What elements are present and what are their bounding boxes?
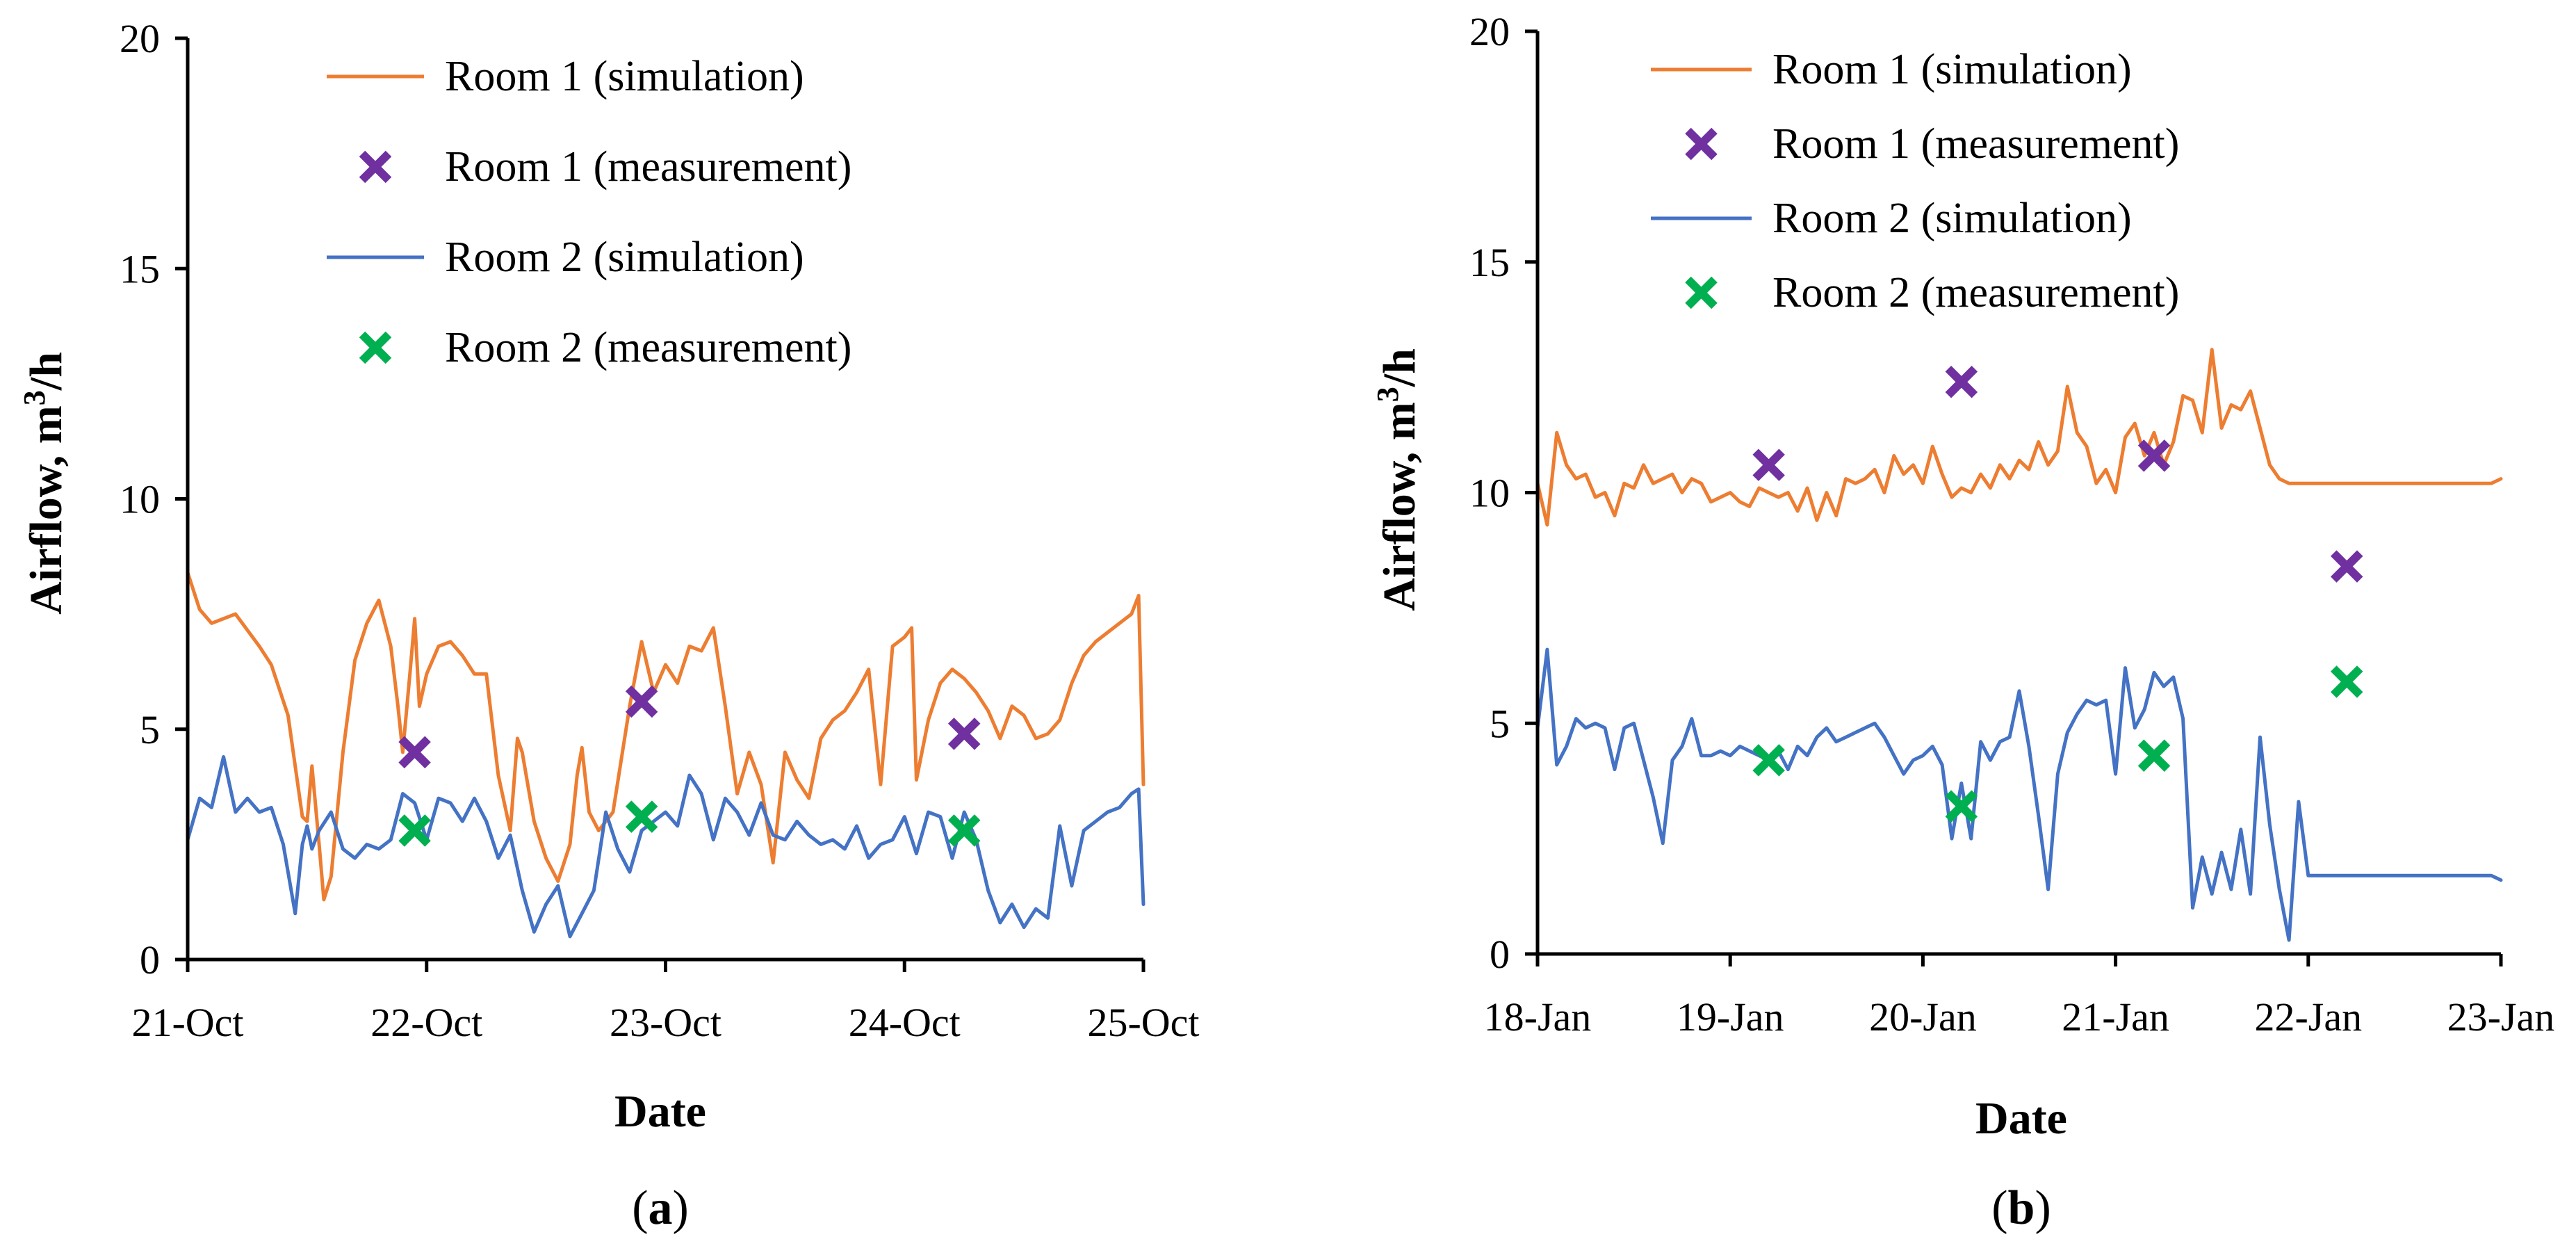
y-tick-label: 20 xyxy=(1469,9,1510,54)
y-axis-title-a: Airflow, m3/h xyxy=(17,352,72,615)
marker-room-2-measurement xyxy=(1945,790,1978,823)
chart-panel-a: 0 5 10 15 20 21-Oct 22-Oct 23-Oct 24-Oct 25-Oct D… xyxy=(17,16,1200,1235)
marker-room-1-measurement xyxy=(398,736,431,769)
y-axis-title-main: Airflow, m xyxy=(1374,402,1425,611)
legend-a: Room 1 (simulation) Room 1 (measurement) R… xyxy=(327,53,851,371)
x-tick-label: 19-Jan xyxy=(1677,994,1784,1039)
series-line-room-1-simulation xyxy=(1535,348,2503,527)
legend-label: Room 2 (measurement) xyxy=(1772,269,2179,316)
caption-letter: a xyxy=(649,1181,673,1235)
legend-swatch-marker xyxy=(1685,127,1718,161)
y-tick-label: 0 xyxy=(140,937,160,982)
legend-label: Room 1 (measurement) xyxy=(445,143,851,191)
caption-a: (a) xyxy=(632,1181,689,1235)
x-tick-label: 24-Oct xyxy=(849,1000,961,1045)
y-tick-label: 10 xyxy=(120,477,160,522)
marker-room-2-measurement xyxy=(625,800,658,833)
chart-panel-b: 0 5 10 15 20 18-Jan 19-Jan 20-Jan 21-Jan 22-Jan 23… xyxy=(1371,9,2555,1235)
legend-label: Room 1 (simulation) xyxy=(445,53,804,100)
series-layer-b xyxy=(1535,348,2503,942)
x-tick-label: 22-Oct xyxy=(370,1000,482,1045)
caption-paren-close: ) xyxy=(2035,1181,2051,1235)
legend-label: Room 2 (simulation) xyxy=(445,234,804,281)
y-tick-label: 0 xyxy=(1490,932,1510,977)
y-tick-label: 5 xyxy=(1490,701,1510,746)
series-line-room-1-simulation xyxy=(186,571,1146,902)
x-tick-label: 20-Jan xyxy=(1869,994,1977,1039)
x-tick-label: 21-Oct xyxy=(131,1000,243,1045)
y-axis-title-tail: /h xyxy=(21,352,72,391)
y-axis-title-tail: /h xyxy=(1374,348,1425,387)
caption-paren-close: ) xyxy=(673,1181,689,1235)
series-line-room-2-simulation xyxy=(186,755,1146,939)
y-axis-title-sup: 3 xyxy=(1371,387,1405,402)
y-axis-title-b: Airflow, m3/h xyxy=(1371,348,1426,611)
x-tick-label: 23-Oct xyxy=(610,1000,722,1045)
y-tick-label: 15 xyxy=(120,246,160,291)
x-axis-title-b: Date xyxy=(1975,1093,2067,1144)
marker-room-1-measurement xyxy=(2137,439,2171,472)
x-tick-label: 21-Jan xyxy=(2062,994,2169,1039)
legend-swatch-marker xyxy=(359,150,392,184)
y-tick-label: 10 xyxy=(1469,471,1510,516)
legend-swatch-marker xyxy=(359,331,392,364)
marker-room-2-measurement xyxy=(1752,744,1785,777)
caption-letter: b xyxy=(2008,1181,2035,1235)
marker-room-1-measurement xyxy=(625,685,658,718)
caption-paren-open: ( xyxy=(1991,1181,2007,1235)
legend-label: Room 2 (measurement) xyxy=(445,324,851,371)
x-tick-label: 23-Jan xyxy=(2447,994,2555,1039)
marker-room-1-measurement xyxy=(1752,448,1785,481)
y-tick-label: 5 xyxy=(140,707,160,752)
x-tick-label: 18-Jan xyxy=(1484,994,1592,1039)
legend-item: Room 1 (measurement) xyxy=(359,143,851,191)
caption-b: (b) xyxy=(1991,1181,2051,1235)
series-line-room-2-simulation xyxy=(1535,647,2503,942)
legend-label: Room 1 (measurement) xyxy=(1772,120,2179,168)
legend-item: Room 2 (simulation) xyxy=(1651,195,2132,242)
legend-item: Room 2 (measurement) xyxy=(359,324,851,371)
y-tick-label: 20 xyxy=(120,16,160,61)
marker-room-2-measurement xyxy=(398,814,431,847)
series-layer-a xyxy=(186,571,1146,939)
x-axis-title-a: Date xyxy=(614,1086,706,1137)
legend-item: Room 1 (simulation) xyxy=(327,53,804,100)
caption-paren-open: ( xyxy=(632,1181,648,1235)
marker-room-2-measurement xyxy=(2137,739,2171,772)
marker-room-2-measurement xyxy=(947,814,981,847)
legend-item: Room 1 (simulation) xyxy=(1651,46,2132,93)
legend-item: Room 2 (simulation) xyxy=(327,234,804,281)
marker-room-1-measurement xyxy=(2330,550,2363,583)
x-tick-label: 22-Jan xyxy=(2254,994,2362,1039)
legend-swatch-marker xyxy=(1685,276,1718,309)
x-tick-label: 25-Oct xyxy=(1087,1000,1199,1045)
y-axis-title-main: Airflow, m xyxy=(21,405,72,615)
y-axis-title-sup: 3 xyxy=(17,390,51,405)
marker-room-1-measurement xyxy=(947,718,981,750)
legend-item: Room 1 (measurement) xyxy=(1685,120,2179,168)
legend-label: Room 2 (simulation) xyxy=(1772,195,2132,242)
legend-label: Room 1 (simulation) xyxy=(1772,46,2132,93)
marker-room-2-measurement xyxy=(2330,665,2363,698)
legend-item: Room 2 (measurement) xyxy=(1685,269,2179,316)
marker-room-1-measurement xyxy=(1945,366,1978,398)
y-tick-label: 15 xyxy=(1469,240,1510,285)
legend-b: Room 1 (simulation) Room 1 (measurement) R… xyxy=(1651,46,2179,316)
